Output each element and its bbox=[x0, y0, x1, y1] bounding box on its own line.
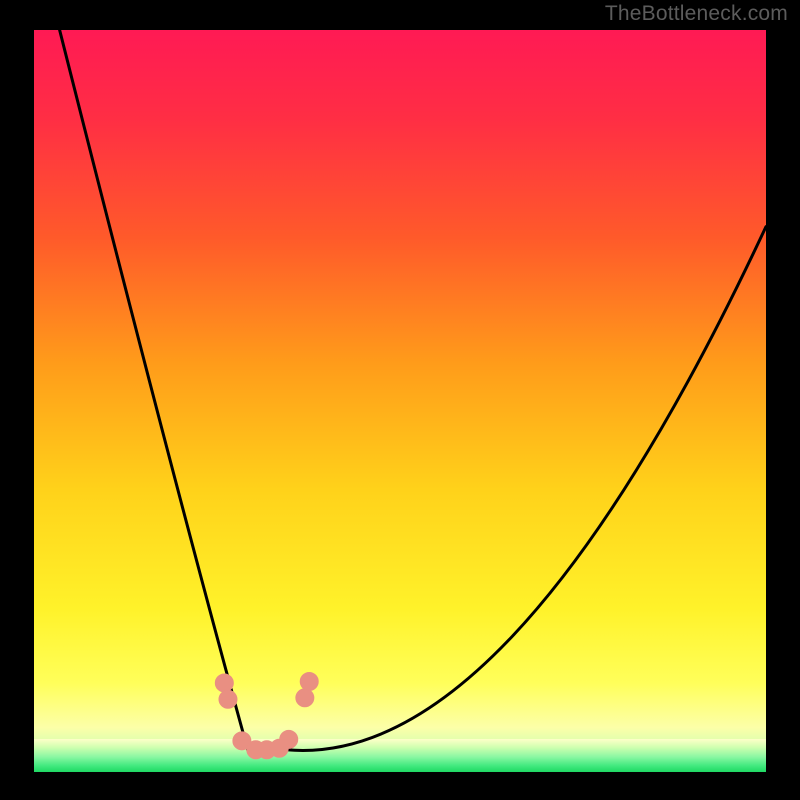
watermark-text: TheBottleneck.com bbox=[605, 2, 788, 26]
data-marker bbox=[296, 689, 314, 707]
bottleneck-curve bbox=[60, 30, 766, 752]
plot-area bbox=[34, 30, 766, 772]
chart-frame: TheBottleneck.com bbox=[0, 0, 800, 800]
curve-overlay bbox=[34, 30, 766, 772]
data-marker bbox=[300, 672, 318, 690]
marker-cluster bbox=[215, 672, 318, 758]
data-marker bbox=[219, 690, 237, 708]
data-marker bbox=[280, 730, 298, 748]
data-marker bbox=[215, 674, 233, 692]
